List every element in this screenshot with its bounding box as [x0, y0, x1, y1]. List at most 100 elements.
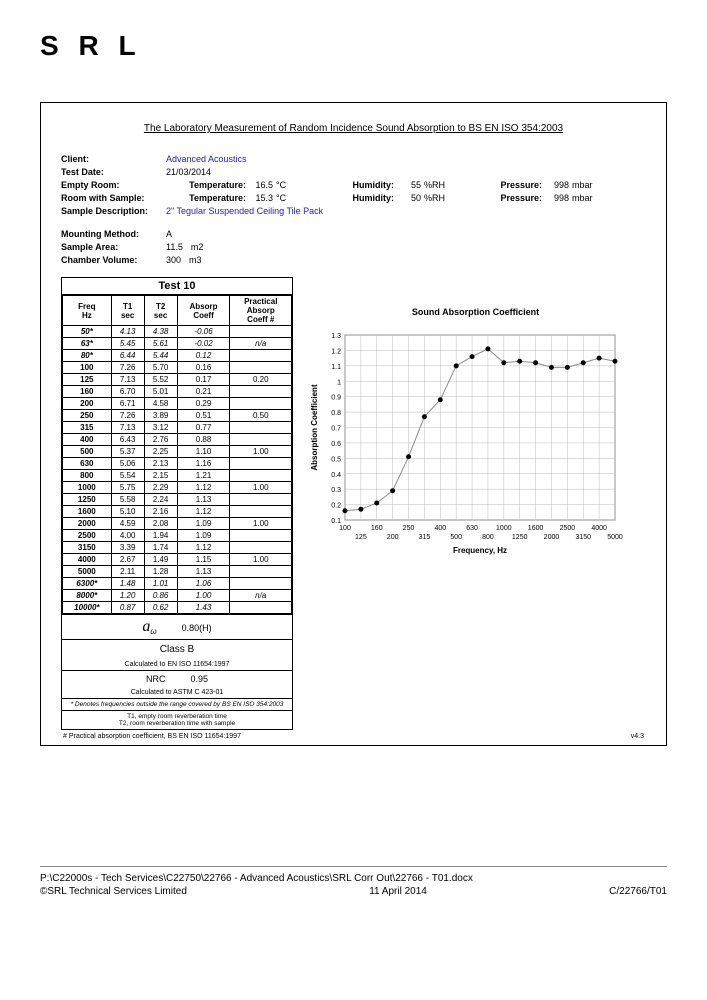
table-row: 8000*1.200.861.00n/a — [63, 590, 292, 602]
pressure-unit: mbar — [572, 180, 600, 190]
chart: Sound Absorption Coefficient 0.10.20.30.… — [305, 277, 646, 730]
nrc-value: 0.95 — [191, 674, 209, 684]
humidity-unit: %RH — [424, 180, 452, 190]
client-label: Client: — [61, 154, 166, 164]
table-row: 12505.582.241.13 — [63, 494, 292, 506]
testdate-label: Test Date: — [61, 167, 166, 177]
emptyroom-temp: 16.5 — [246, 180, 276, 190]
mounting-label: Mounting Method: — [61, 229, 166, 239]
nrc-calc: Calculated to ASTM C 423-01 — [62, 687, 292, 698]
note-star: * Denotes frequencies outside the range … — [62, 698, 292, 710]
note-t2: T2, room reverberation time with sample — [119, 720, 235, 727]
temp-label2: Temperature: — [166, 193, 246, 203]
table-row: 10000*0.870.621.43 — [63, 602, 292, 614]
pressure-label2: Pressure: — [462, 193, 542, 203]
svg-text:0.2: 0.2 — [331, 503, 341, 510]
svg-text:630: 630 — [466, 525, 478, 532]
svg-text:0.5: 0.5 — [331, 456, 341, 463]
svg-text:1250: 1250 — [512, 534, 528, 541]
page-footer: P:\C22000s - Tech Services\C22750\22766 … — [40, 866, 667, 897]
svg-text:Absorption Coefficient: Absorption Coefficient — [310, 384, 319, 471]
report-box: The Laboratory Measurement of Random Inc… — [40, 102, 667, 746]
emptyroom-humidity: 55 — [394, 180, 424, 190]
report-title: The Laboratory Measurement of Random Inc… — [61, 123, 646, 134]
svg-text:400: 400 — [434, 525, 446, 532]
table-row: 25004.001.941.09 — [63, 530, 292, 542]
table-row: 1257.135.520.170.20 — [63, 374, 292, 386]
alpha-sub: ω — [150, 627, 156, 636]
table-row: 6300*1.481.011.06 — [63, 578, 292, 590]
svg-text:0.6: 0.6 — [331, 441, 341, 448]
chambervol-label: Chamber Volume: — [61, 255, 166, 265]
table-row: 5005.372.251.101.00 — [63, 446, 292, 458]
svg-text:160: 160 — [371, 525, 383, 532]
samplearea-label: Sample Area: — [61, 242, 166, 252]
pressure-unit2: mbar — [572, 193, 600, 203]
svg-text:125: 125 — [355, 534, 367, 541]
table-row: 8005.542.151.21 — [63, 470, 292, 482]
table-row: 10005.752.291.121.00 — [63, 482, 292, 494]
footer-ref: C/22766/T01 — [609, 886, 667, 897]
svg-text:2000: 2000 — [544, 534, 560, 541]
chambervol-value: 300 — [166, 255, 181, 265]
emptyroom-label: Empty Room: — [61, 180, 166, 190]
svg-text:0.3: 0.3 — [331, 487, 341, 494]
svg-text:200: 200 — [387, 534, 399, 541]
chambervol-unit: m3 — [189, 255, 202, 265]
class-row: Class B — [62, 639, 292, 659]
table-row: 20004.592.081.091.00 — [63, 518, 292, 530]
svg-text:500: 500 — [450, 534, 462, 541]
bottom-version: v4.3 — [631, 733, 644, 740]
svg-text:1: 1 — [337, 379, 341, 386]
note-t1: T1, empty room reverberation time — [127, 713, 227, 720]
footer-path: P:\C22000s - Tech Services\C22750\22766 … — [40, 873, 473, 884]
footer-company: ©SRL Technical Services Limited — [40, 886, 187, 897]
table-row: 63*5.455.61-0.02n/a — [63, 338, 292, 350]
svg-text:0.9: 0.9 — [331, 395, 341, 402]
data-table: Test 10 FreqHzT1secT2secAbsorpCoeffPract… — [61, 277, 293, 730]
table-row: 31503.391.741.12 — [63, 542, 292, 554]
svg-text:315: 315 — [419, 534, 431, 541]
svg-text:800: 800 — [482, 534, 494, 541]
class-calc: Calculated to EN ISO 11654:1997 — [62, 659, 292, 670]
humidity-label: Humidity: — [314, 180, 394, 190]
table-row: 2507.263.890.510.50 — [63, 410, 292, 422]
svg-text:2500: 2500 — [560, 525, 576, 532]
samplearea-unit: m2 — [191, 242, 204, 252]
table-row: 6305.062.131.16 — [63, 458, 292, 470]
humidity-unit2: %RH — [424, 193, 452, 203]
logo: S R L — [40, 30, 667, 62]
nrc-label: NRC — [146, 674, 166, 684]
svg-text:Frequency, Hz: Frequency, Hz — [453, 546, 507, 555]
table-row: 2006.714.580.29 — [63, 398, 292, 410]
svg-text:1000: 1000 — [496, 525, 512, 532]
mounting-value: A — [166, 229, 172, 239]
alpha-value: 0.80(H) — [182, 623, 212, 633]
testdate-value: 21/03/2014 — [166, 167, 211, 177]
absorption-chart: 0.10.20.30.40.50.60.70.80.911.11.21.3100… — [305, 325, 625, 555]
roomsample-label: Room with Sample: — [61, 193, 166, 203]
temp-unit2: °C — [276, 193, 304, 203]
table-row: 16005.102.161.12 — [63, 506, 292, 518]
svg-text:0.7: 0.7 — [331, 426, 341, 433]
humidity-label2: Humidity: — [314, 193, 394, 203]
table-row: 50*4.134.38-0.06 — [63, 326, 292, 338]
svg-text:5000: 5000 — [607, 534, 623, 541]
roomsample-pressure: 998 — [542, 193, 572, 203]
table-row: 1007.265.700.16 — [63, 362, 292, 374]
emptyroom-pressure: 998 — [542, 180, 572, 190]
svg-text:1.2: 1.2 — [331, 348, 341, 355]
test-title: Test 10 — [62, 278, 292, 295]
table-row: 80*6.445.440.12 — [63, 350, 292, 362]
svg-text:1.3: 1.3 — [331, 333, 341, 340]
pressure-label: Pressure: — [462, 180, 542, 190]
table-row: 3157.133.120.77 — [63, 422, 292, 434]
table-row: 50002.111.281.13 — [63, 566, 292, 578]
table-row: 40002.671.491.151.00 — [63, 554, 292, 566]
table-row: 1606.705.010.21 — [63, 386, 292, 398]
roomsample-humidity: 50 — [394, 193, 424, 203]
sampledesc-value: 2" Tegular Suspended Ceiling Tile Pack — [166, 206, 323, 216]
svg-text:0.1: 0.1 — [331, 518, 341, 525]
table-row: 4006.432.760.88 — [63, 434, 292, 446]
sampledesc-label: Sample Description: — [61, 206, 166, 216]
